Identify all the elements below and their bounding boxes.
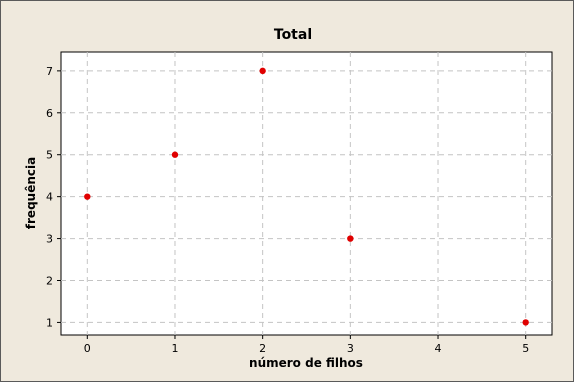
x-axis-title: número de filhos — [249, 356, 363, 370]
chart-title: Total — [274, 27, 312, 43]
x-tick-label: 4 — [435, 342, 442, 355]
x-tick-label: 3 — [347, 342, 354, 355]
x-tick-label: 5 — [522, 342, 529, 355]
data-point — [172, 152, 178, 158]
data-point — [347, 235, 353, 241]
y-axis-title: frequência — [24, 157, 38, 229]
y-tick-label: 4 — [46, 191, 53, 204]
data-point — [259, 68, 265, 74]
y-tick-label: 5 — [46, 149, 53, 162]
data-point — [84, 193, 90, 199]
data-point — [522, 319, 528, 325]
x-tick-label: 0 — [84, 342, 91, 355]
plot-area — [61, 52, 552, 335]
y-tick-label: 1 — [46, 316, 53, 329]
y-tick-label: 2 — [46, 274, 53, 287]
y-tick-label: 3 — [46, 233, 53, 246]
x-tick-label: 2 — [259, 342, 266, 355]
x-tick-label: 1 — [171, 342, 178, 355]
y-tick-label: 6 — [46, 107, 53, 120]
y-tick-label: 7 — [46, 65, 53, 78]
